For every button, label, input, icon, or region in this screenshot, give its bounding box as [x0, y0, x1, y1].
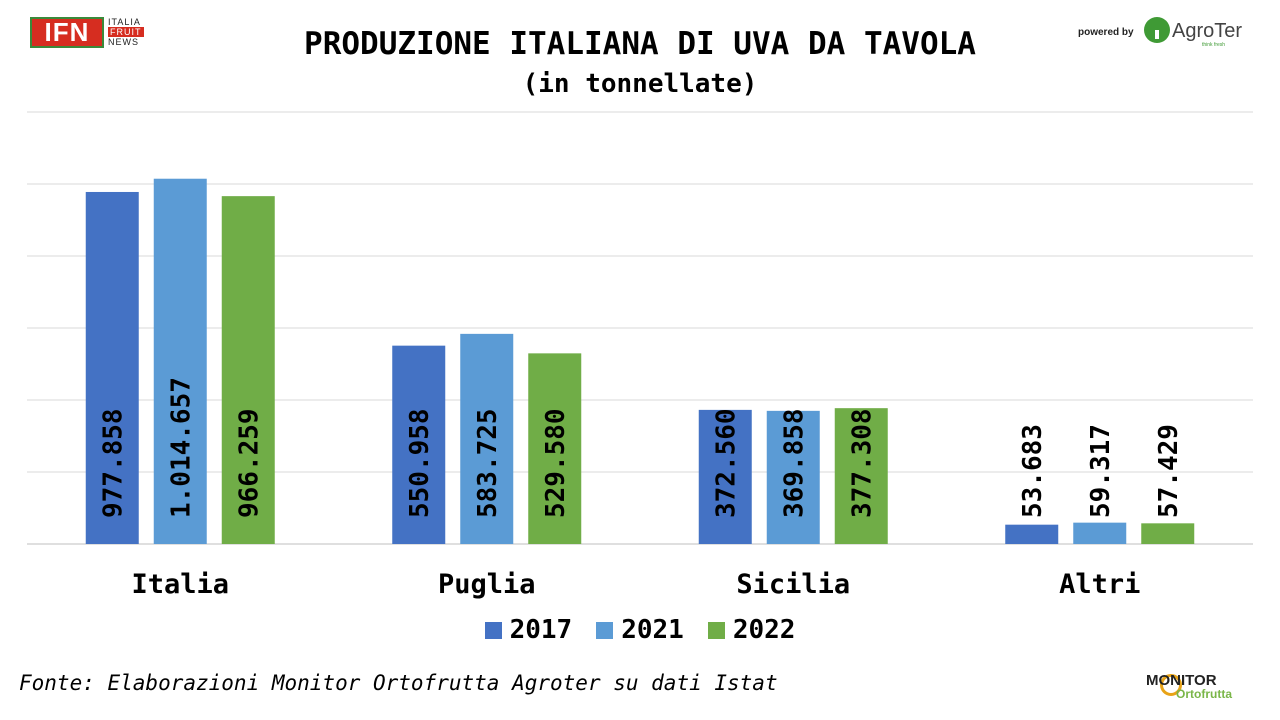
ifn-line-2: FRUIT — [108, 27, 144, 37]
data-label-sicilia-2022: 377.308 — [847, 408, 877, 518]
data-label-italia-2021: 1.014.657 — [166, 377, 196, 518]
source-note: Fonte: Elaborazioni Monitor Ortofrutta A… — [19, 671, 778, 695]
ifn-line-3: NEWS — [108, 37, 139, 47]
agroter-logo: AgroTer think fresh — [1144, 17, 1244, 49]
category-label-sicilia: Sicilia — [736, 569, 850, 600]
bar-puglia-2017 — [392, 345, 446, 544]
legend-swatch-2022 — [707, 621, 725, 639]
legend-label-2017: 2017 — [509, 615, 573, 645]
agroter-tagline: think fresh — [1202, 42, 1226, 48]
data-label-altri-2017: 53.683 — [1018, 424, 1048, 518]
chart-title: PRODUZIONE ITALIANA DI UVA DA TAVOLA — [304, 26, 976, 62]
legend-item-2017: 2017 — [484, 612, 573, 648]
monitor-logo-sub: Ortofrutta — [1176, 687, 1232, 701]
data-label-puglia-2017: 550.958 — [405, 408, 435, 518]
bar-altri-2017 — [1005, 524, 1059, 544]
bar-sicilia-2017 — [698, 409, 752, 544]
category-label-altri: Altri — [1059, 569, 1140, 600]
data-label-puglia-2022: 529.580 — [541, 408, 571, 518]
bar-sicilia-2021 — [766, 410, 820, 544]
legend-swatch-2017 — [484, 621, 502, 639]
ifn-logo-mark: IFN — [30, 17, 104, 48]
bar-altri-2022 — [1141, 523, 1195, 544]
data-label-italia-2022: 966.259 — [234, 408, 264, 518]
tree-icon — [1144, 17, 1170, 43]
bar-italia-2022 — [221, 196, 275, 544]
data-label-altri-2021: 59.317 — [1086, 424, 1116, 518]
monitor-ortofrutta-logo: MONITOR Ortofrutta — [1146, 672, 1256, 706]
bar-puglia-2022 — [528, 353, 582, 544]
bar-sicilia-2022 — [834, 408, 888, 544]
monitor-logo-text: MONITOR — [1146, 672, 1217, 689]
legend-label-2022: 2022 — [732, 615, 796, 645]
chart-legend: 2017 2021 2022 — [0, 612, 1280, 648]
data-label-sicilia-2021: 369.858 — [779, 408, 809, 518]
bar-puglia-2021 — [460, 333, 514, 544]
legend-item-2022: 2022 — [707, 612, 796, 648]
data-label-altri-2022: 57.429 — [1154, 424, 1184, 518]
legend-item-2021: 2021 — [596, 612, 684, 648]
powered-by-text: powered by — [1078, 27, 1134, 38]
category-label-italia: Italia — [131, 569, 229, 600]
bar-altri-2021 — [1073, 522, 1127, 544]
agroter-name: AgroTer — [1172, 20, 1243, 42]
bar-italia-2017 — [85, 191, 139, 544]
monitor-ring-icon — [1160, 674, 1182, 696]
legend-swatch-2021 — [596, 621, 614, 639]
ifn-line-1: ITALIA — [108, 17, 141, 27]
chart-subtitle: (in tonnellate) — [522, 69, 758, 99]
data-label-puglia-2021: 583.725 — [473, 408, 503, 518]
legend-label-2021: 2021 — [621, 615, 684, 645]
data-label-italia-2017: 977.858 — [98, 408, 128, 518]
data-label-sicilia-2017: 372.560 — [711, 408, 741, 518]
category-label-puglia: Puglia — [438, 569, 536, 600]
ifn-logo-lines: ITALIA FRUIT NEWS — [108, 17, 144, 47]
ifn-logo: IFN ITALIA FRUIT NEWS — [30, 17, 154, 51]
bar-italia-2021 — [153, 178, 207, 544]
